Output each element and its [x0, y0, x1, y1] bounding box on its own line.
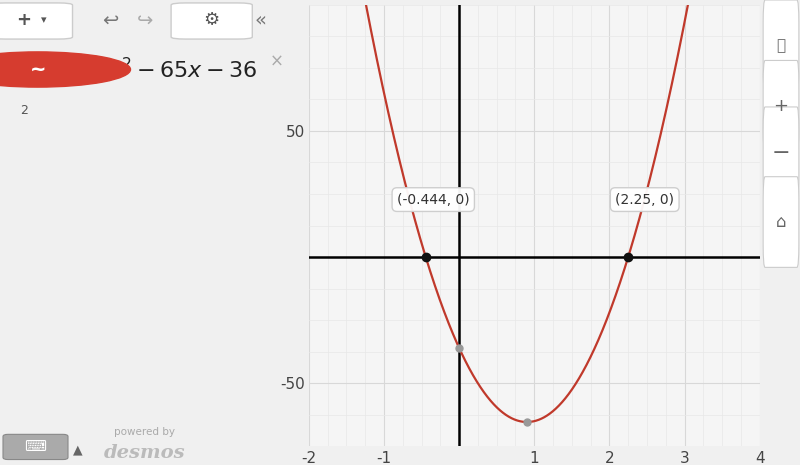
Text: ↩: ↩ [102, 11, 118, 30]
FancyBboxPatch shape [0, 3, 73, 39]
Text: ×: × [270, 53, 284, 71]
Text: −: − [772, 142, 790, 163]
Text: 1: 1 [7, 53, 14, 63]
FancyBboxPatch shape [763, 60, 799, 151]
Text: 2: 2 [20, 105, 28, 118]
FancyBboxPatch shape [763, 0, 799, 91]
FancyBboxPatch shape [171, 3, 252, 39]
Text: ▾: ▾ [41, 15, 46, 25]
FancyBboxPatch shape [763, 107, 799, 198]
Text: ⌨: ⌨ [24, 439, 46, 454]
FancyBboxPatch shape [763, 177, 799, 267]
Text: desmos: desmos [104, 445, 186, 462]
Text: 🔧: 🔧 [777, 38, 786, 53]
Text: $36x^2 - 65x - 36$: $36x^2 - 65x - 36$ [79, 57, 257, 82]
Text: (-0.444, 0): (-0.444, 0) [397, 193, 470, 206]
FancyBboxPatch shape [3, 434, 68, 459]
Text: ⌂: ⌂ [776, 213, 786, 231]
Text: +: + [774, 97, 789, 115]
Text: (2.25, 0): (2.25, 0) [615, 193, 674, 206]
Text: +: + [16, 11, 30, 29]
Circle shape [0, 52, 130, 87]
Text: powered by: powered by [114, 427, 175, 438]
Text: ▲: ▲ [73, 444, 83, 457]
Text: ↪: ↪ [137, 11, 153, 30]
Text: ⚙: ⚙ [204, 11, 220, 29]
Text: ~: ~ [30, 60, 46, 79]
Text: «: « [255, 11, 267, 30]
